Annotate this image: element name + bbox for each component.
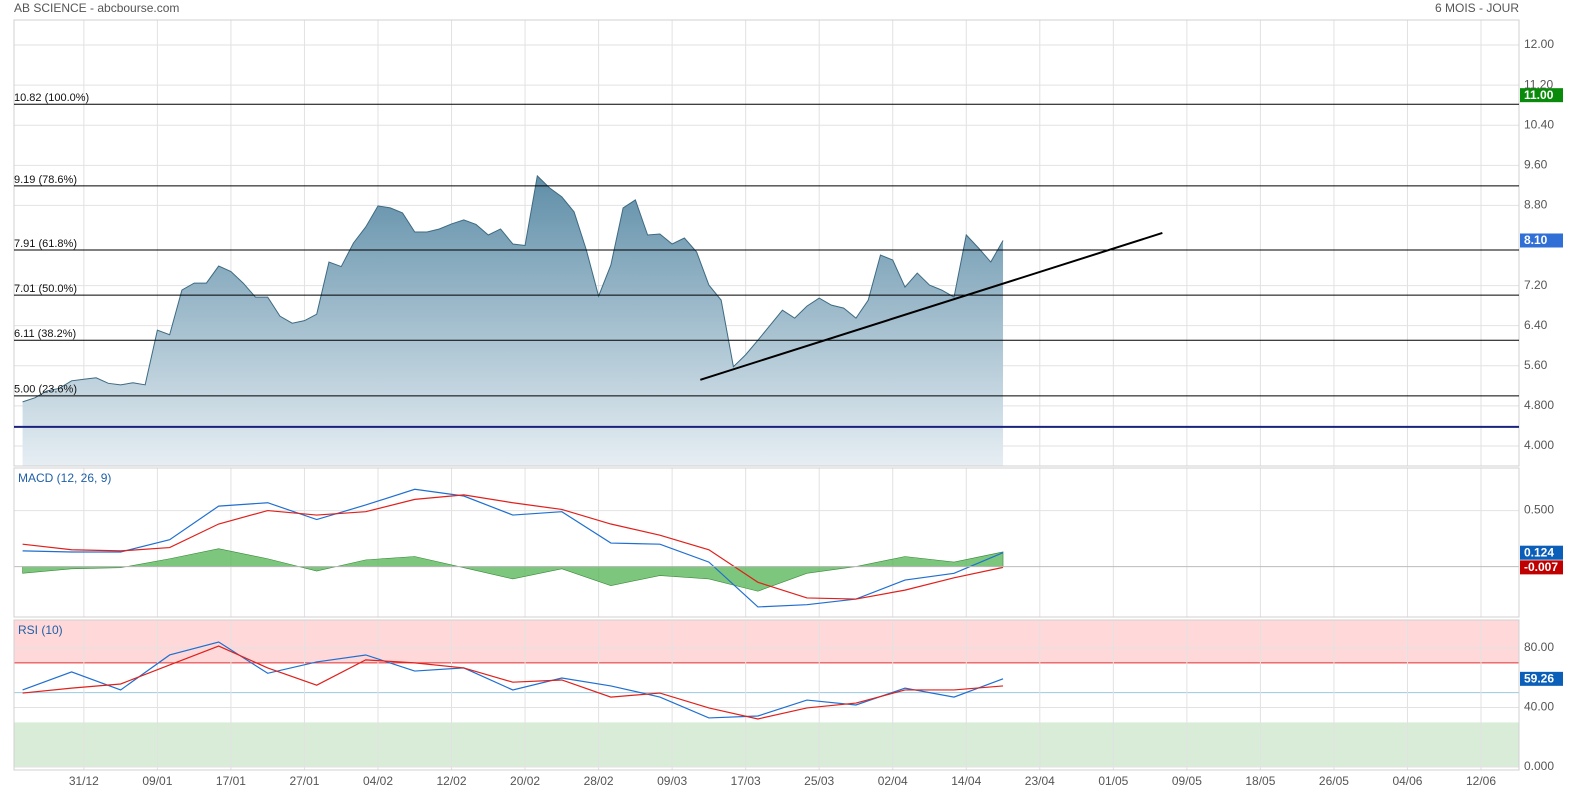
y-tick-label: 0.500	[1524, 503, 1554, 517]
zone	[14, 620, 1519, 663]
panel-border	[13, 619, 1520, 771]
x-tick-label: 14/04	[951, 774, 981, 788]
fib-label: 6.11 (38.2%)	[14, 328, 76, 340]
area-fill	[22, 175, 1004, 466]
y-tick-label: 80.00	[1524, 640, 1554, 654]
x-tick-label: 26/05	[1319, 774, 1349, 788]
x-tick-label: 28/02	[584, 774, 614, 788]
fib-label: 9.19 (78.6%)	[14, 174, 77, 186]
series-line	[22, 494, 1004, 600]
x-tick-label: 25/03	[804, 774, 834, 788]
x-tick-label: 09/05	[1172, 774, 1202, 788]
x-tick-label: 09/01	[142, 774, 172, 788]
x-tick-label: 04/02	[363, 774, 393, 788]
x-tick-label: 12/06	[1466, 774, 1496, 788]
x-tick-label: 02/04	[878, 774, 908, 788]
x-tick-label: 17/01	[216, 774, 246, 788]
x-tick-label: 20/02	[510, 774, 540, 788]
y-tick-label: 6.40	[1524, 318, 1548, 332]
x-tick-label: 18/05	[1245, 774, 1275, 788]
value-badge	[1520, 560, 1563, 575]
panel	[14, 20, 1519, 466]
panel	[14, 620, 1519, 770]
fib-label: 10.82 (100.0%)	[14, 92, 89, 104]
y-tick-label: 11.20	[1524, 77, 1553, 91]
series-line	[22, 488, 1004, 608]
header-period: 6 MOIS - JOUR	[1435, 1, 1519, 15]
value-badge	[1520, 671, 1563, 686]
header-title: AB SCIENCE - abcbourse.com	[14, 1, 179, 15]
y-tick-label: 4.000	[1524, 438, 1554, 452]
panel-title: RSI (10)	[18, 623, 63, 637]
y-tick-label: 40.00	[1524, 700, 1554, 714]
x-tick-label: 12/02	[437, 774, 467, 788]
fib-label: 5.00 (23.6%)	[14, 384, 77, 396]
x-tick-label: 23/04	[1025, 774, 1055, 788]
y-tick-label: 9.60	[1524, 157, 1548, 171]
value-badge	[1520, 233, 1563, 248]
trendline	[700, 232, 1163, 381]
value-badge-label: 8.10	[1524, 233, 1548, 247]
value-badge-label: 11.00	[1524, 88, 1554, 102]
zone	[14, 722, 1519, 768]
x-tick-label: 09/03	[657, 774, 687, 788]
area-line	[22, 174, 1004, 403]
y-tick-label: 8.80	[1524, 198, 1548, 212]
x-tick-label: 01/05	[1098, 774, 1128, 788]
panel	[14, 468, 1519, 617]
panel-border	[13, 467, 1520, 618]
y-tick-label: 4.800	[1524, 398, 1554, 412]
series-line	[22, 641, 1004, 719]
panel-title: MACD (12, 26, 9)	[18, 471, 111, 485]
fib-label: 7.91 (61.8%)	[14, 238, 77, 250]
panel-border	[13, 19, 1520, 467]
value-badge	[1520, 88, 1563, 103]
y-tick-label: 0.000	[1524, 759, 1554, 773]
value-badge-label: 59.26	[1524, 672, 1554, 686]
fib-label: 7.01 (50.0%)	[14, 283, 77, 295]
x-tick-label: 04/06	[1392, 774, 1422, 788]
y-tick-label: 10.40	[1524, 117, 1554, 131]
y-tick-label: 7.20	[1524, 278, 1548, 292]
series-line	[22, 645, 1004, 720]
histogram-area	[22, 548, 1004, 592]
value-badge	[1520, 545, 1563, 560]
y-tick-label: 12.00	[1524, 37, 1554, 51]
x-tick-label: 31/12	[69, 774, 99, 788]
x-tick-label: 17/03	[731, 774, 761, 788]
value-badge-label: -0.007	[1524, 560, 1558, 574]
value-badge-label: 0.124	[1524, 545, 1554, 559]
y-tick-label: 5.60	[1524, 358, 1548, 372]
x-tick-label: 27/01	[289, 774, 319, 788]
